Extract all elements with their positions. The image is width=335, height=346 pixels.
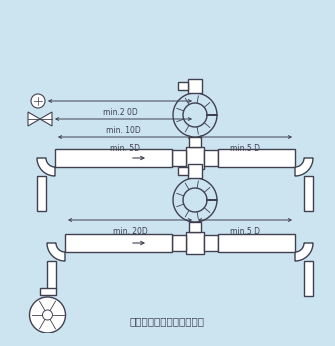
Polygon shape bbox=[218, 234, 295, 252]
Polygon shape bbox=[188, 164, 202, 178]
Text: min.2 0D: min.2 0D bbox=[103, 108, 137, 117]
Polygon shape bbox=[173, 178, 217, 222]
Polygon shape bbox=[173, 93, 217, 137]
Circle shape bbox=[29, 297, 66, 333]
Polygon shape bbox=[218, 149, 295, 167]
Polygon shape bbox=[172, 235, 186, 251]
Polygon shape bbox=[28, 112, 40, 126]
Polygon shape bbox=[295, 243, 313, 261]
Polygon shape bbox=[37, 176, 46, 211]
Text: min. 10D: min. 10D bbox=[106, 126, 141, 135]
Polygon shape bbox=[204, 235, 218, 251]
Polygon shape bbox=[204, 150, 218, 166]
Polygon shape bbox=[37, 158, 55, 176]
Polygon shape bbox=[188, 79, 202, 93]
Text: min. 5D: min. 5D bbox=[110, 144, 140, 153]
Circle shape bbox=[43, 310, 53, 320]
Polygon shape bbox=[40, 112, 52, 126]
Text: min. 20D: min. 20D bbox=[113, 227, 147, 236]
Polygon shape bbox=[178, 82, 188, 90]
Polygon shape bbox=[47, 243, 65, 261]
Polygon shape bbox=[186, 147, 204, 169]
Circle shape bbox=[31, 94, 45, 108]
Polygon shape bbox=[40, 288, 56, 295]
Polygon shape bbox=[55, 149, 172, 167]
Polygon shape bbox=[304, 261, 313, 296]
Text: min.5 D: min.5 D bbox=[230, 227, 260, 236]
Polygon shape bbox=[189, 137, 201, 147]
Polygon shape bbox=[178, 167, 188, 175]
Polygon shape bbox=[304, 176, 313, 211]
Text: 弯管、阀门和泵之间的安装: 弯管、阀门和泵之间的安装 bbox=[130, 316, 204, 326]
Polygon shape bbox=[65, 234, 172, 252]
Text: min.5 D: min.5 D bbox=[230, 144, 260, 153]
Polygon shape bbox=[186, 232, 204, 254]
Polygon shape bbox=[172, 150, 186, 166]
Polygon shape bbox=[189, 222, 201, 232]
Polygon shape bbox=[47, 261, 56, 289]
Polygon shape bbox=[295, 158, 313, 176]
